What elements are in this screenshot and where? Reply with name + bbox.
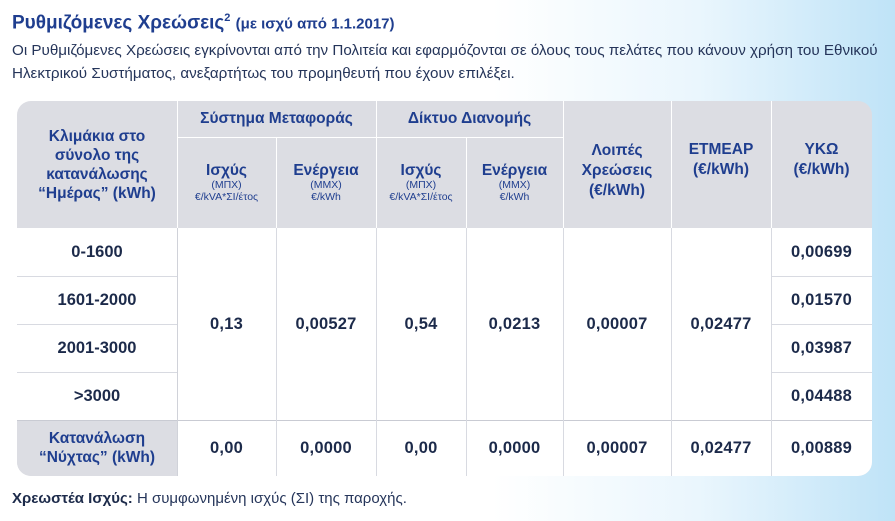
yko-label: ΥΚΩ xyxy=(804,140,839,158)
other-header: Λοιπές Χρεώσεις (€/kWh) xyxy=(563,101,671,228)
dist-energy-label: Ενέργεια xyxy=(481,162,548,179)
night-row-label: Κατανάλωση “Νύχτας” (kWh) xyxy=(38,430,156,466)
other-label: Λοιπές Χρεώσεις xyxy=(581,141,653,179)
trans-power-header: Ισχύς (ΜΠΧ) €/kVA*ΣΙ/έτος xyxy=(177,137,276,228)
day-row-label: 2001-3000 xyxy=(57,338,137,357)
day-dist-energy: 0,0213 xyxy=(488,314,541,333)
footnote-text: Η συμφωνημένη ισχύς (ΣΙ) της παροχής. xyxy=(132,490,407,507)
intro-paragraph: Οι Ρυθμιζόμενες Χρεώσεις εγκρίνονται από… xyxy=(12,42,878,82)
day-yko: 0,04488 xyxy=(790,386,853,405)
etmear-unit: (€/kWh) xyxy=(693,160,749,178)
dist-power-label: Ισχύς xyxy=(400,162,442,179)
night-dist-energy: 0,0000 xyxy=(488,438,541,457)
dist-energy-header: Ενέργεια (ΜΜΧ) €/kWh xyxy=(466,137,563,228)
page-title: Ρυθμιζόμενες Χρεώσεις2 (με ισχύ από 1.1.… xyxy=(12,12,395,34)
night-etmear: 0,02477 xyxy=(690,438,752,457)
footnote: Χρεωστέα Ισχύς: Η συμφωνημένη ισχύς (ΣΙ)… xyxy=(12,490,407,507)
title-validity: (με ισχύ από 1.1.2017) xyxy=(235,15,395,33)
trans-energy-unit1: (ΜΜΧ) xyxy=(310,179,342,191)
day-row-label: >3000 xyxy=(73,386,121,405)
day-trans-power: 0,13 xyxy=(210,314,243,333)
dist-energy-unit1: (ΜΜΧ) xyxy=(498,179,531,191)
etmear-label: ΕΤΜΕΑΡ xyxy=(688,140,754,158)
scale-header: Κλιμάκια στο σύνολο της κατανάλωσης “Ημέ… xyxy=(38,127,156,202)
dist-energy-unit2: €/kWh xyxy=(499,191,530,203)
day-yko: 0,00699 xyxy=(790,242,853,261)
night-label-area xyxy=(17,420,177,476)
trans-energy-unit2: €/kWh xyxy=(311,191,341,203)
footnote-term: Χρεωστέα Ισχύς: xyxy=(12,490,133,507)
trans-power-unit1: (ΜΠΧ) xyxy=(211,179,242,191)
trans-power-label: Ισχύς xyxy=(206,162,247,179)
distribution-header: Δίκτυο Διανομής xyxy=(407,110,532,127)
etmear-header: ΕΤΜΕΑΡ (€/kWh) xyxy=(671,101,771,228)
day-yko: 0,03987 xyxy=(790,338,853,357)
day-yko: 0,01570 xyxy=(790,290,853,309)
trans-energy-header: Ενέργεια (ΜΜΧ) €/kWh xyxy=(276,137,376,228)
trans-power-unit2: €/kVA*ΣΙ/έτος xyxy=(194,191,259,203)
transmission-header: Σύστημα Μεταφοράς xyxy=(200,110,353,127)
day-row-label: 1601-2000 xyxy=(57,290,137,309)
day-dist-power: 0,54 xyxy=(404,314,438,333)
yko-header: ΥΚΩ (€/kWh) xyxy=(771,101,872,228)
night-trans-power: 0,00 xyxy=(210,438,243,457)
day-trans-energy: 0,00527 xyxy=(295,314,357,333)
footnote-marker: 2 xyxy=(224,12,231,24)
dist-power-unit2: €/kVA*ΣΙ/έτος xyxy=(389,191,453,203)
trans-energy-label: Ενέργεια xyxy=(293,162,359,179)
day-other: 0,00007 xyxy=(586,314,648,333)
charges-table: Κλιμάκια στο σύνολο της κατανάλωσης “Ημέ… xyxy=(17,101,872,476)
other-unit: (€/kWh) xyxy=(589,181,645,199)
night-other: 0,00007 xyxy=(586,438,648,457)
day-row-label: 0-1600 xyxy=(71,242,123,261)
night-dist-power: 0,00 xyxy=(404,438,438,457)
night-yko: 0,00889 xyxy=(790,438,853,457)
title-text: Ρυθμιζόμενες Χρεώσεις xyxy=(12,12,225,34)
night-values-area xyxy=(177,420,872,476)
yko-unit: (€/kWh) xyxy=(793,160,850,178)
night-trans-energy: 0,0000 xyxy=(300,438,352,457)
day-etmear: 0,02477 xyxy=(690,314,752,333)
dist-power-header: Ισχύς (ΜΠΧ) €/kVA*ΣΙ/έτος xyxy=(376,137,466,228)
dist-power-unit1: (ΜΠΧ) xyxy=(405,179,437,191)
day-values-area xyxy=(177,228,872,420)
